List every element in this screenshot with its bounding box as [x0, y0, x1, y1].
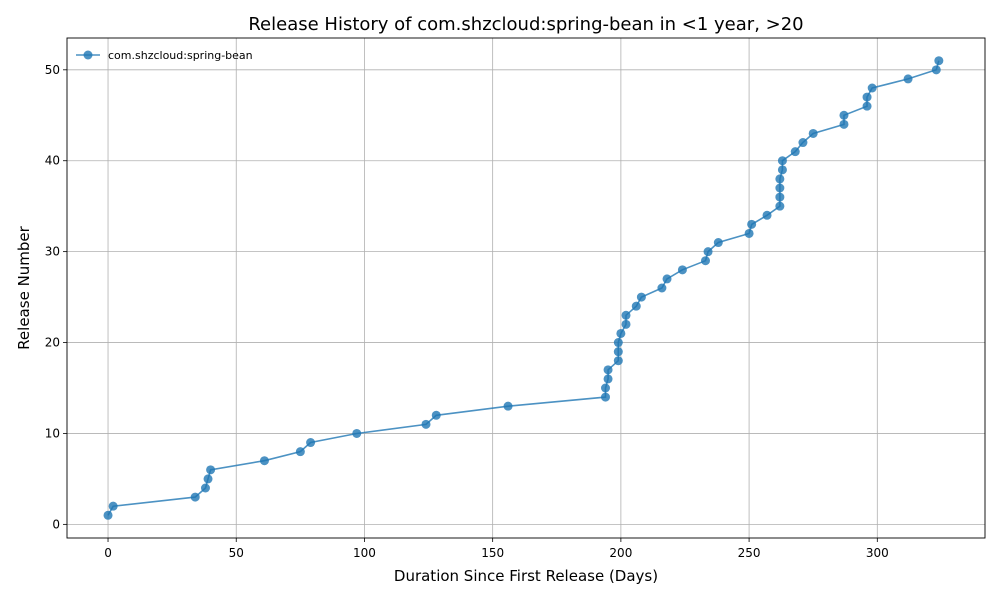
x-tick-label: 200 [609, 546, 632, 560]
data-point [203, 474, 213, 484]
data-point [703, 247, 713, 257]
data-point [613, 347, 623, 357]
data-point [190, 492, 200, 502]
y-tick-label: 50 [45, 63, 60, 77]
data-point [616, 328, 626, 338]
data-point [306, 438, 316, 448]
data-point [762, 210, 772, 220]
x-tick-label: 50 [229, 546, 244, 560]
data-point [103, 510, 113, 520]
series-layer [103, 56, 944, 520]
data-point [206, 465, 216, 475]
data-point [503, 401, 513, 411]
data-point [603, 365, 613, 375]
data-point [677, 265, 687, 275]
x-tick-label: 0 [104, 546, 112, 560]
data-point [934, 56, 944, 66]
data-point [421, 419, 431, 429]
data-point [621, 319, 631, 329]
data-point [808, 128, 818, 138]
legend-point-marker [83, 50, 93, 60]
data-point [790, 147, 800, 157]
data-point [108, 501, 118, 511]
data-point [657, 283, 667, 293]
data-point [603, 374, 613, 384]
data-point [862, 101, 872, 111]
data-point [747, 219, 757, 229]
data-point [621, 310, 631, 320]
data-point [744, 228, 754, 238]
legend: com.shzcloud:spring-bean [76, 49, 253, 62]
data-point [295, 447, 305, 457]
data-point [636, 292, 646, 302]
data-point [431, 410, 441, 420]
y-tick-label: 10 [45, 426, 60, 440]
y-tick-label: 40 [45, 154, 60, 168]
x-tick-label: 300 [866, 546, 889, 560]
data-point [777, 165, 787, 175]
data-point [867, 83, 877, 93]
x-tick-label: 100 [353, 546, 376, 560]
data-point [662, 274, 672, 284]
legend-series-label: com.shzcloud:spring-bean [108, 49, 253, 62]
y-gridlines [67, 69, 985, 525]
y-axis-ticks: 0 10 20 30 40 50 [45, 63, 67, 531]
data-point [775, 201, 785, 211]
data-point [613, 338, 623, 348]
chart-title: Release History of com.shzcloud:spring-b… [248, 14, 803, 35]
y-axis-label: Release Number [15, 225, 33, 349]
data-point [798, 138, 808, 148]
plot-area-frame [66, 37, 986, 539]
x-axis-label: Duration Since First Release (Days) [394, 567, 658, 585]
data-point [200, 483, 210, 493]
data-point [775, 192, 785, 202]
data-point [777, 156, 787, 166]
y-tick-label: 0 [52, 517, 60, 531]
data-point [775, 183, 785, 193]
data-point [713, 238, 723, 248]
data-point [631, 301, 641, 311]
data-point [700, 256, 710, 266]
x-tick-label: 250 [738, 546, 761, 560]
data-point [600, 392, 610, 402]
x-tick-label: 150 [481, 546, 504, 560]
data-point [352, 428, 362, 438]
data-point [839, 119, 849, 129]
data-point [839, 110, 849, 120]
data-point [931, 65, 941, 75]
x-gridlines [107, 38, 878, 538]
data-point [600, 383, 610, 393]
data-point [613, 356, 623, 366]
data-point [775, 174, 785, 184]
y-tick-label: 20 [45, 336, 60, 350]
data-point [862, 92, 872, 102]
data-point [259, 456, 269, 466]
data-point [903, 74, 913, 84]
x-axis-ticks: 0 50 100 150 200 250 300 [104, 538, 889, 560]
y-tick-label: 30 [45, 245, 60, 259]
